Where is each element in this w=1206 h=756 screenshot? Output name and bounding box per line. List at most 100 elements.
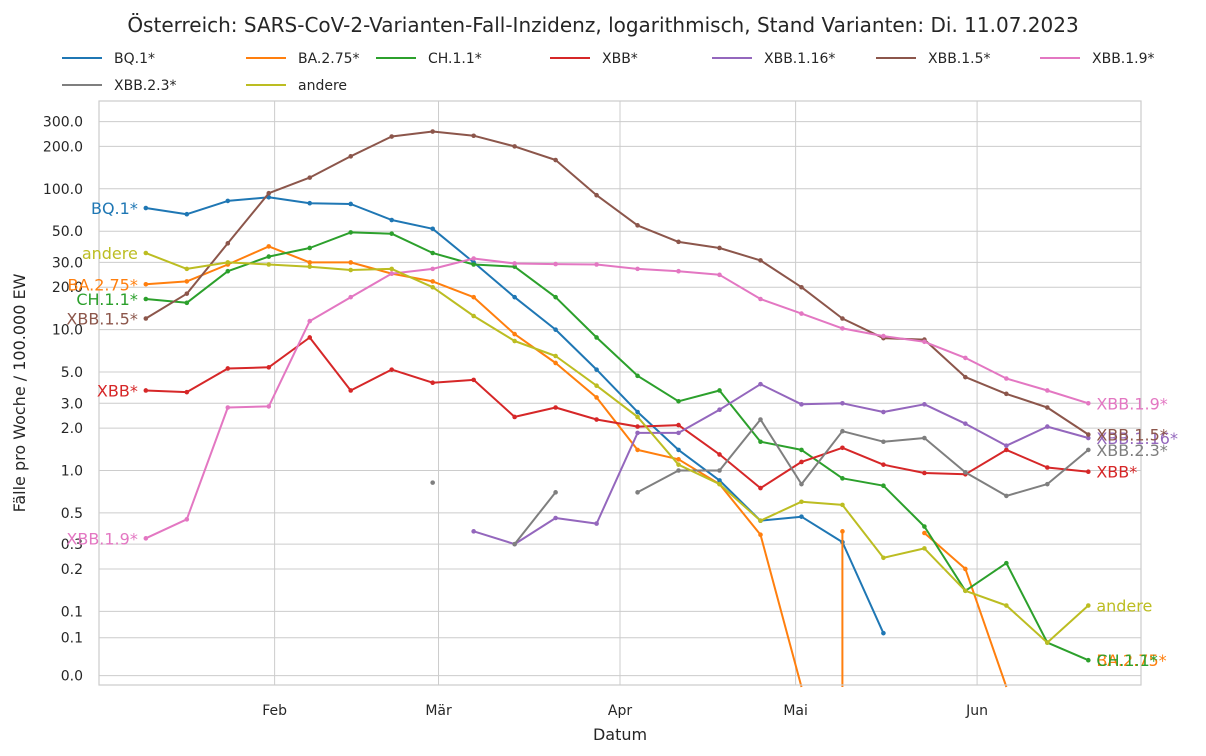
data-point bbox=[389, 367, 394, 372]
data-point bbox=[348, 154, 354, 159]
data-point bbox=[471, 256, 476, 261]
data-point bbox=[922, 530, 927, 536]
data-point bbox=[389, 134, 394, 139]
legend-item: BA.2.75* bbox=[246, 51, 360, 67]
data-point bbox=[389, 266, 394, 272]
data-point bbox=[225, 241, 231, 246]
data-point bbox=[676, 398, 681, 404]
data-point bbox=[512, 144, 517, 149]
data-point bbox=[676, 468, 681, 473]
x-tick-label: Mär bbox=[425, 703, 452, 719]
data-point bbox=[717, 452, 722, 457]
series-line bbox=[145, 336, 1089, 490]
series-line bbox=[513, 491, 557, 545]
plot-frame bbox=[98, 100, 1142, 686]
data-point bbox=[1086, 657, 1091, 663]
data-point bbox=[553, 294, 558, 300]
data-point bbox=[348, 201, 354, 207]
y-axis-ticks: 0.0 0.1 0.1 0.2 0.3 0.5 1.0 2.0 3.0 5.0 10.0 20.0 30… bbox=[43, 115, 83, 685]
legend-label: andere bbox=[298, 78, 347, 94]
series-andere bbox=[143, 250, 1091, 645]
data-point bbox=[1086, 603, 1091, 608]
data-point bbox=[348, 230, 354, 235]
data-point bbox=[266, 365, 272, 370]
data-point bbox=[471, 377, 476, 383]
data-point bbox=[471, 313, 476, 319]
data-point bbox=[1004, 603, 1009, 608]
series-layer bbox=[143, 129, 1091, 688]
data-point bbox=[1004, 376, 1009, 381]
data-point bbox=[553, 405, 558, 410]
y-tick-label: 0.0 bbox=[61, 669, 83, 685]
data-point bbox=[430, 480, 435, 485]
data-point bbox=[471, 529, 476, 534]
data-point bbox=[389, 271, 394, 276]
data-point bbox=[430, 129, 435, 134]
data-point bbox=[553, 360, 558, 366]
data-point bbox=[799, 402, 804, 407]
data-point bbox=[676, 239, 681, 245]
data-point bbox=[1086, 400, 1091, 406]
data-point bbox=[758, 518, 763, 524]
data-point bbox=[143, 281, 149, 287]
data-point bbox=[1004, 443, 1009, 448]
y-tick-label: 30.0 bbox=[52, 255, 83, 271]
data-point bbox=[840, 476, 845, 481]
y-tick-label: 2.0 bbox=[61, 421, 83, 437]
data-point bbox=[635, 223, 640, 228]
data-point bbox=[799, 481, 804, 487]
data-point bbox=[225, 268, 231, 274]
y-tick-label: 100.0 bbox=[43, 182, 83, 198]
x-axis-label: Datum bbox=[593, 725, 647, 744]
y-tick-label: 50.0 bbox=[52, 224, 83, 240]
data-point bbox=[184, 266, 190, 272]
legend-label: XBB* bbox=[602, 51, 638, 67]
y-tick-label: 0.1 bbox=[61, 631, 83, 647]
series-end-label: XBB.1.9* bbox=[1096, 394, 1167, 413]
data-point bbox=[471, 262, 476, 267]
data-point bbox=[512, 264, 517, 269]
series-end-label: CH.1.1* bbox=[1096, 651, 1157, 670]
data-point bbox=[635, 373, 640, 379]
data-point bbox=[348, 294, 354, 300]
data-point bbox=[225, 405, 231, 410]
data-point bbox=[143, 205, 149, 211]
data-point bbox=[676, 422, 681, 428]
data-point bbox=[881, 409, 886, 415]
data-point bbox=[512, 331, 517, 337]
data-point bbox=[307, 335, 313, 340]
data-point bbox=[553, 353, 558, 359]
data-point bbox=[840, 326, 845, 331]
data-point bbox=[307, 175, 313, 180]
data-point bbox=[1045, 465, 1050, 470]
data-point bbox=[758, 532, 763, 538]
data-point bbox=[307, 245, 313, 251]
data-point bbox=[963, 470, 968, 475]
data-point bbox=[512, 261, 517, 266]
data-point bbox=[635, 430, 640, 436]
series-line bbox=[145, 231, 1089, 662]
data-point bbox=[471, 294, 476, 300]
data-point bbox=[758, 417, 763, 422]
data-point bbox=[840, 400, 845, 406]
data-point bbox=[1004, 391, 1009, 397]
data-point bbox=[471, 133, 476, 139]
legend-label: XBB.1.5* bbox=[928, 51, 991, 67]
data-point bbox=[348, 388, 354, 393]
data-point bbox=[840, 428, 845, 434]
y-tick-label: 200.0 bbox=[43, 139, 83, 155]
data-point bbox=[266, 244, 272, 249]
data-point bbox=[676, 462, 681, 467]
data-point bbox=[266, 254, 272, 259]
data-point bbox=[758, 485, 763, 491]
series-start-label: BA.2.75* bbox=[67, 275, 137, 294]
data-point bbox=[348, 260, 354, 265]
data-point bbox=[184, 291, 190, 296]
data-point bbox=[922, 524, 927, 529]
series-start-label: CH.1.1* bbox=[76, 290, 137, 309]
series-start-label: BQ.1* bbox=[91, 199, 138, 218]
data-point bbox=[717, 388, 722, 393]
legend-label: CH.1.1* bbox=[428, 51, 482, 67]
data-point bbox=[143, 250, 149, 256]
data-point bbox=[635, 266, 640, 272]
